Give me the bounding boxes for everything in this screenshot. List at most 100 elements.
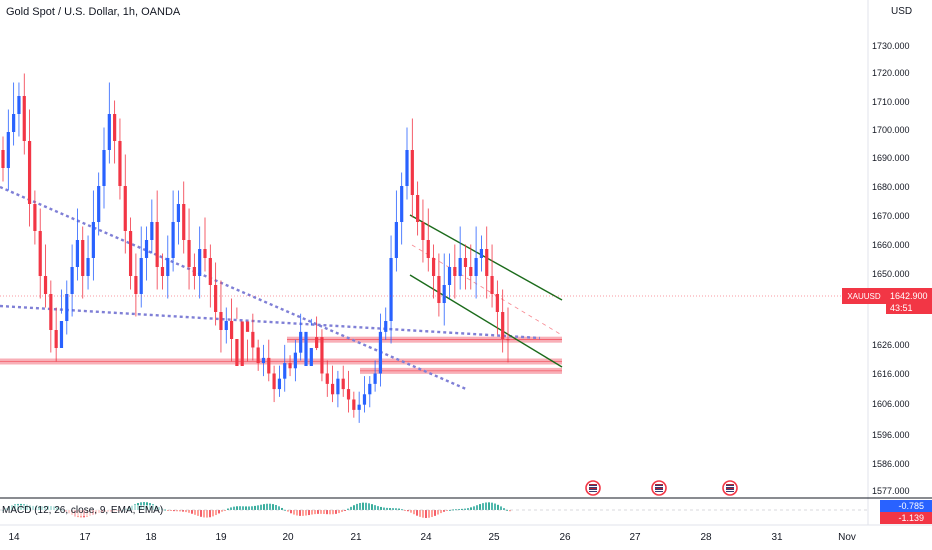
us-flag-icon[interactable] xyxy=(585,480,601,496)
candle xyxy=(267,357,271,374)
candle xyxy=(389,258,393,321)
candle xyxy=(304,331,308,366)
candle xyxy=(474,258,478,276)
time-tick: 25 xyxy=(488,532,500,543)
macd-bar xyxy=(293,510,295,515)
macd-bar xyxy=(485,502,487,510)
macd-bar xyxy=(167,510,169,511)
candle xyxy=(150,222,154,240)
candle xyxy=(277,378,282,390)
price-tick: 1690.000 xyxy=(872,153,910,163)
macd-bar xyxy=(503,508,505,510)
macd-value-1: -0.785 xyxy=(898,501,924,511)
macd-bar xyxy=(308,510,310,516)
candle xyxy=(6,132,10,168)
macd-bar xyxy=(419,510,421,517)
price-tick: 1680.000 xyxy=(872,182,910,192)
flag-stripe xyxy=(655,484,663,485)
candle xyxy=(198,249,202,276)
candle xyxy=(245,321,250,332)
macd-bar xyxy=(203,510,205,518)
macd-bar xyxy=(383,507,385,510)
macd-bar xyxy=(248,506,250,510)
price-badge[interactable]: XAUUSD 1642.900 43:51 xyxy=(842,288,932,314)
macd-bar xyxy=(200,510,202,517)
candle xyxy=(320,337,324,374)
macd-bar xyxy=(347,508,349,510)
candle xyxy=(447,267,452,285)
macd-bar xyxy=(344,510,346,511)
candle xyxy=(458,258,462,276)
macd-bar xyxy=(194,510,196,515)
last-price-text: 1642.900 xyxy=(890,291,928,301)
price-tick: 1700.000 xyxy=(872,125,910,135)
time-tick: 24 xyxy=(420,532,432,543)
macd-bar xyxy=(509,510,511,512)
price-tick: 1670.000 xyxy=(872,211,910,221)
macd-bar xyxy=(266,503,268,510)
macd-bar xyxy=(464,508,466,510)
price-tick: 1660.000 xyxy=(872,240,910,250)
macd-bar xyxy=(413,510,415,515)
macd-bar xyxy=(335,510,337,514)
macd-bar xyxy=(278,506,280,510)
macd-bar xyxy=(479,504,481,510)
candle xyxy=(293,352,297,369)
macd-legend[interactable]: MACD (12, 26, close, 9, EMA, EMA) xyxy=(2,505,164,516)
time-axis[interactable]: 14 17 18 19 20 21 24 25 26 27 28 31 Nov xyxy=(8,532,855,543)
candle xyxy=(346,389,351,400)
candle xyxy=(91,222,95,258)
macd-bar xyxy=(365,502,367,510)
price-tick: 1626.000 xyxy=(872,340,910,350)
macd-bar xyxy=(320,510,322,514)
candle xyxy=(113,114,117,141)
candle xyxy=(400,186,404,222)
macd-bar xyxy=(359,503,361,510)
price-tick: 1616.000 xyxy=(872,369,910,379)
time-tick: 19 xyxy=(215,532,227,543)
time-tick: Nov xyxy=(838,532,856,543)
macd-bar xyxy=(380,506,382,510)
flag-stripe xyxy=(726,490,734,491)
macd-bar xyxy=(422,510,424,518)
macd-bar xyxy=(179,510,181,512)
macd-bar xyxy=(233,506,235,510)
macd-bar xyxy=(191,510,193,514)
macd-bar xyxy=(176,510,178,512)
macd-bar xyxy=(212,510,214,517)
us-flag-icon[interactable] xyxy=(722,480,738,496)
macd-bar xyxy=(227,508,229,510)
macd-bar xyxy=(368,503,370,510)
macd-bar xyxy=(425,510,427,518)
macd-bar xyxy=(353,505,355,510)
flag-stripe xyxy=(726,484,734,485)
candle xyxy=(426,240,430,258)
macd-bar xyxy=(182,510,184,512)
macd-bar xyxy=(494,503,496,510)
us-flag-icon[interactable] xyxy=(651,480,667,496)
macd-bar xyxy=(338,510,340,514)
macd-bar xyxy=(269,503,271,510)
candle xyxy=(341,378,345,390)
macd-bar xyxy=(500,506,502,510)
candle xyxy=(362,394,367,405)
event-icons[interactable] xyxy=(585,480,738,496)
time-tick: 31 xyxy=(771,532,783,543)
macd-bar xyxy=(329,510,331,515)
candle xyxy=(352,399,356,410)
macd-bar xyxy=(173,510,175,512)
candle xyxy=(431,258,436,276)
candle xyxy=(1,150,5,168)
price-axis[interactable]: 1730.000 1720.000 1710.000 1700.000 1690.000… xyxy=(872,41,910,496)
candle xyxy=(65,294,69,321)
candle xyxy=(299,331,303,353)
macd-bar xyxy=(449,509,451,511)
last-price-badge xyxy=(886,288,932,314)
flag-stripe xyxy=(655,490,663,491)
time-tick: 21 xyxy=(350,532,362,543)
time-tick: 20 xyxy=(282,532,294,543)
candle xyxy=(102,150,106,186)
candle xyxy=(283,363,287,379)
